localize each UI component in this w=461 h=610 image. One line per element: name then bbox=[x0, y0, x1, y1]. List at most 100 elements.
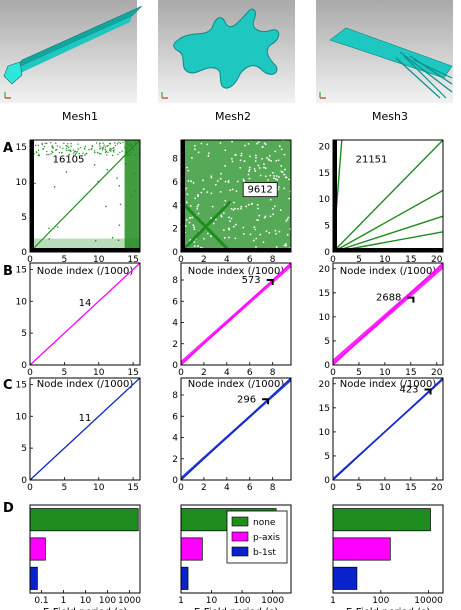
zero-point bbox=[257, 219, 260, 222]
nz-point bbox=[72, 149, 75, 151]
legend-swatch bbox=[231, 546, 249, 557]
nz-point bbox=[46, 153, 48, 156]
zero-point bbox=[206, 143, 209, 146]
nz-point bbox=[133, 172, 136, 175]
y-tick-label: 10 bbox=[16, 412, 28, 422]
y-tick-label: 0 bbox=[21, 248, 27, 258]
nz-point bbox=[52, 151, 54, 154]
y-tick-label: 2 bbox=[172, 225, 178, 235]
y-tick-label: 4 bbox=[172, 434, 178, 444]
zero-point bbox=[210, 217, 213, 219]
x-tick-label: 0 bbox=[178, 483, 184, 493]
y-tick-label: 20 bbox=[319, 142, 331, 152]
x-tick-label: 2 bbox=[201, 255, 207, 265]
bandwidth-annotation: 9612 bbox=[247, 185, 272, 196]
zero-point bbox=[206, 191, 209, 194]
x-tick-label: 5 bbox=[356, 368, 362, 378]
zero-point bbox=[197, 245, 199, 247]
nz-point bbox=[95, 142, 98, 144]
zero-point bbox=[223, 229, 225, 231]
zero-point bbox=[210, 235, 212, 238]
nz-point bbox=[113, 151, 115, 153]
zero-point bbox=[288, 197, 291, 200]
chart-d-mesh2: 1 10 100 1000E-Field period (s) none p-axis b-… bbox=[178, 504, 292, 610]
zero-point bbox=[229, 189, 232, 192]
x-tick-label: 1 bbox=[61, 596, 67, 606]
zero-point bbox=[197, 212, 200, 215]
nz-point bbox=[98, 143, 101, 145]
x-tick-label: 10 bbox=[206, 596, 218, 606]
nz-point bbox=[65, 149, 68, 152]
chart-c-mesh2: 0 2 4 6 8 0 2 4 6 8 296 bbox=[172, 377, 292, 493]
x-tick-label: 2 bbox=[201, 368, 207, 378]
zero-point bbox=[193, 226, 196, 229]
x-tick-label: 15 bbox=[405, 255, 416, 265]
y-tick-label: 0 bbox=[21, 476, 27, 486]
panel-label-b: B bbox=[3, 264, 13, 279]
panel-label-c: C bbox=[3, 378, 13, 393]
x-tick-label: 4 bbox=[224, 255, 230, 265]
zero-point bbox=[244, 144, 246, 147]
zero-point bbox=[219, 177, 222, 180]
nz-point bbox=[74, 153, 77, 156]
nz-point bbox=[58, 151, 60, 154]
nz-point bbox=[35, 144, 37, 147]
x-axis-label: Node index (/1000) bbox=[37, 266, 134, 277]
nz-point bbox=[83, 148, 86, 150]
zero-point bbox=[276, 178, 279, 181]
axes-frame bbox=[332, 262, 444, 366]
diagonal-line bbox=[332, 262, 444, 366]
nz-point bbox=[59, 146, 61, 148]
zero-point bbox=[190, 180, 192, 182]
x-tick-label: 5 bbox=[62, 255, 68, 265]
nz-point bbox=[117, 239, 120, 242]
x-tick-label: 15 bbox=[405, 483, 416, 493]
zero-point bbox=[271, 171, 274, 174]
zero-point bbox=[203, 237, 205, 240]
nz-point bbox=[41, 143, 43, 146]
diagonal-line bbox=[29, 377, 141, 481]
zero-point bbox=[275, 175, 278, 177]
nz-point bbox=[56, 226, 59, 228]
nz-point bbox=[93, 150, 96, 152]
zero-point bbox=[263, 166, 265, 169]
panel-label-d: D bbox=[3, 501, 14, 516]
x-axis-label: Node index (/1000) bbox=[188, 266, 285, 277]
nz-point bbox=[52, 146, 54, 149]
nz-point bbox=[67, 149, 69, 151]
zero-point bbox=[252, 239, 255, 242]
zero-point bbox=[277, 176, 280, 178]
zero-point bbox=[279, 209, 282, 211]
zero-point bbox=[249, 155, 251, 158]
zero-point bbox=[202, 179, 204, 182]
x-tick-label: 0 bbox=[330, 483, 336, 493]
zero-point bbox=[254, 160, 257, 162]
nz-point bbox=[88, 149, 90, 151]
zero-point bbox=[273, 174, 275, 177]
zero-point bbox=[184, 225, 187, 227]
zero-point bbox=[232, 209, 235, 211]
diagonal-line bbox=[180, 377, 292, 481]
zero-point bbox=[192, 224, 195, 227]
zero-point bbox=[240, 154, 243, 157]
mesh3-axes-icon bbox=[319, 92, 326, 99]
x-tick-label: 10 bbox=[93, 368, 105, 378]
y-tick-label: 10 bbox=[16, 178, 28, 188]
nz-point bbox=[75, 152, 78, 154]
zero-point bbox=[185, 187, 188, 190]
bar-none bbox=[29, 508, 139, 532]
nz-point bbox=[34, 182, 36, 185]
nz-point bbox=[114, 142, 116, 144]
zero-point bbox=[273, 177, 275, 180]
nz-point bbox=[100, 147, 102, 149]
legend-entry: none bbox=[253, 518, 276, 528]
zero-point bbox=[240, 205, 243, 208]
zero-point bbox=[278, 186, 280, 188]
nz-point bbox=[107, 145, 109, 147]
fan-line bbox=[332, 139, 444, 253]
x-axis-label: Node index (/1000) bbox=[188, 379, 285, 390]
diagonal-line bbox=[180, 262, 292, 366]
zero-point bbox=[200, 191, 203, 194]
y-tick-label: 4 bbox=[172, 201, 178, 211]
